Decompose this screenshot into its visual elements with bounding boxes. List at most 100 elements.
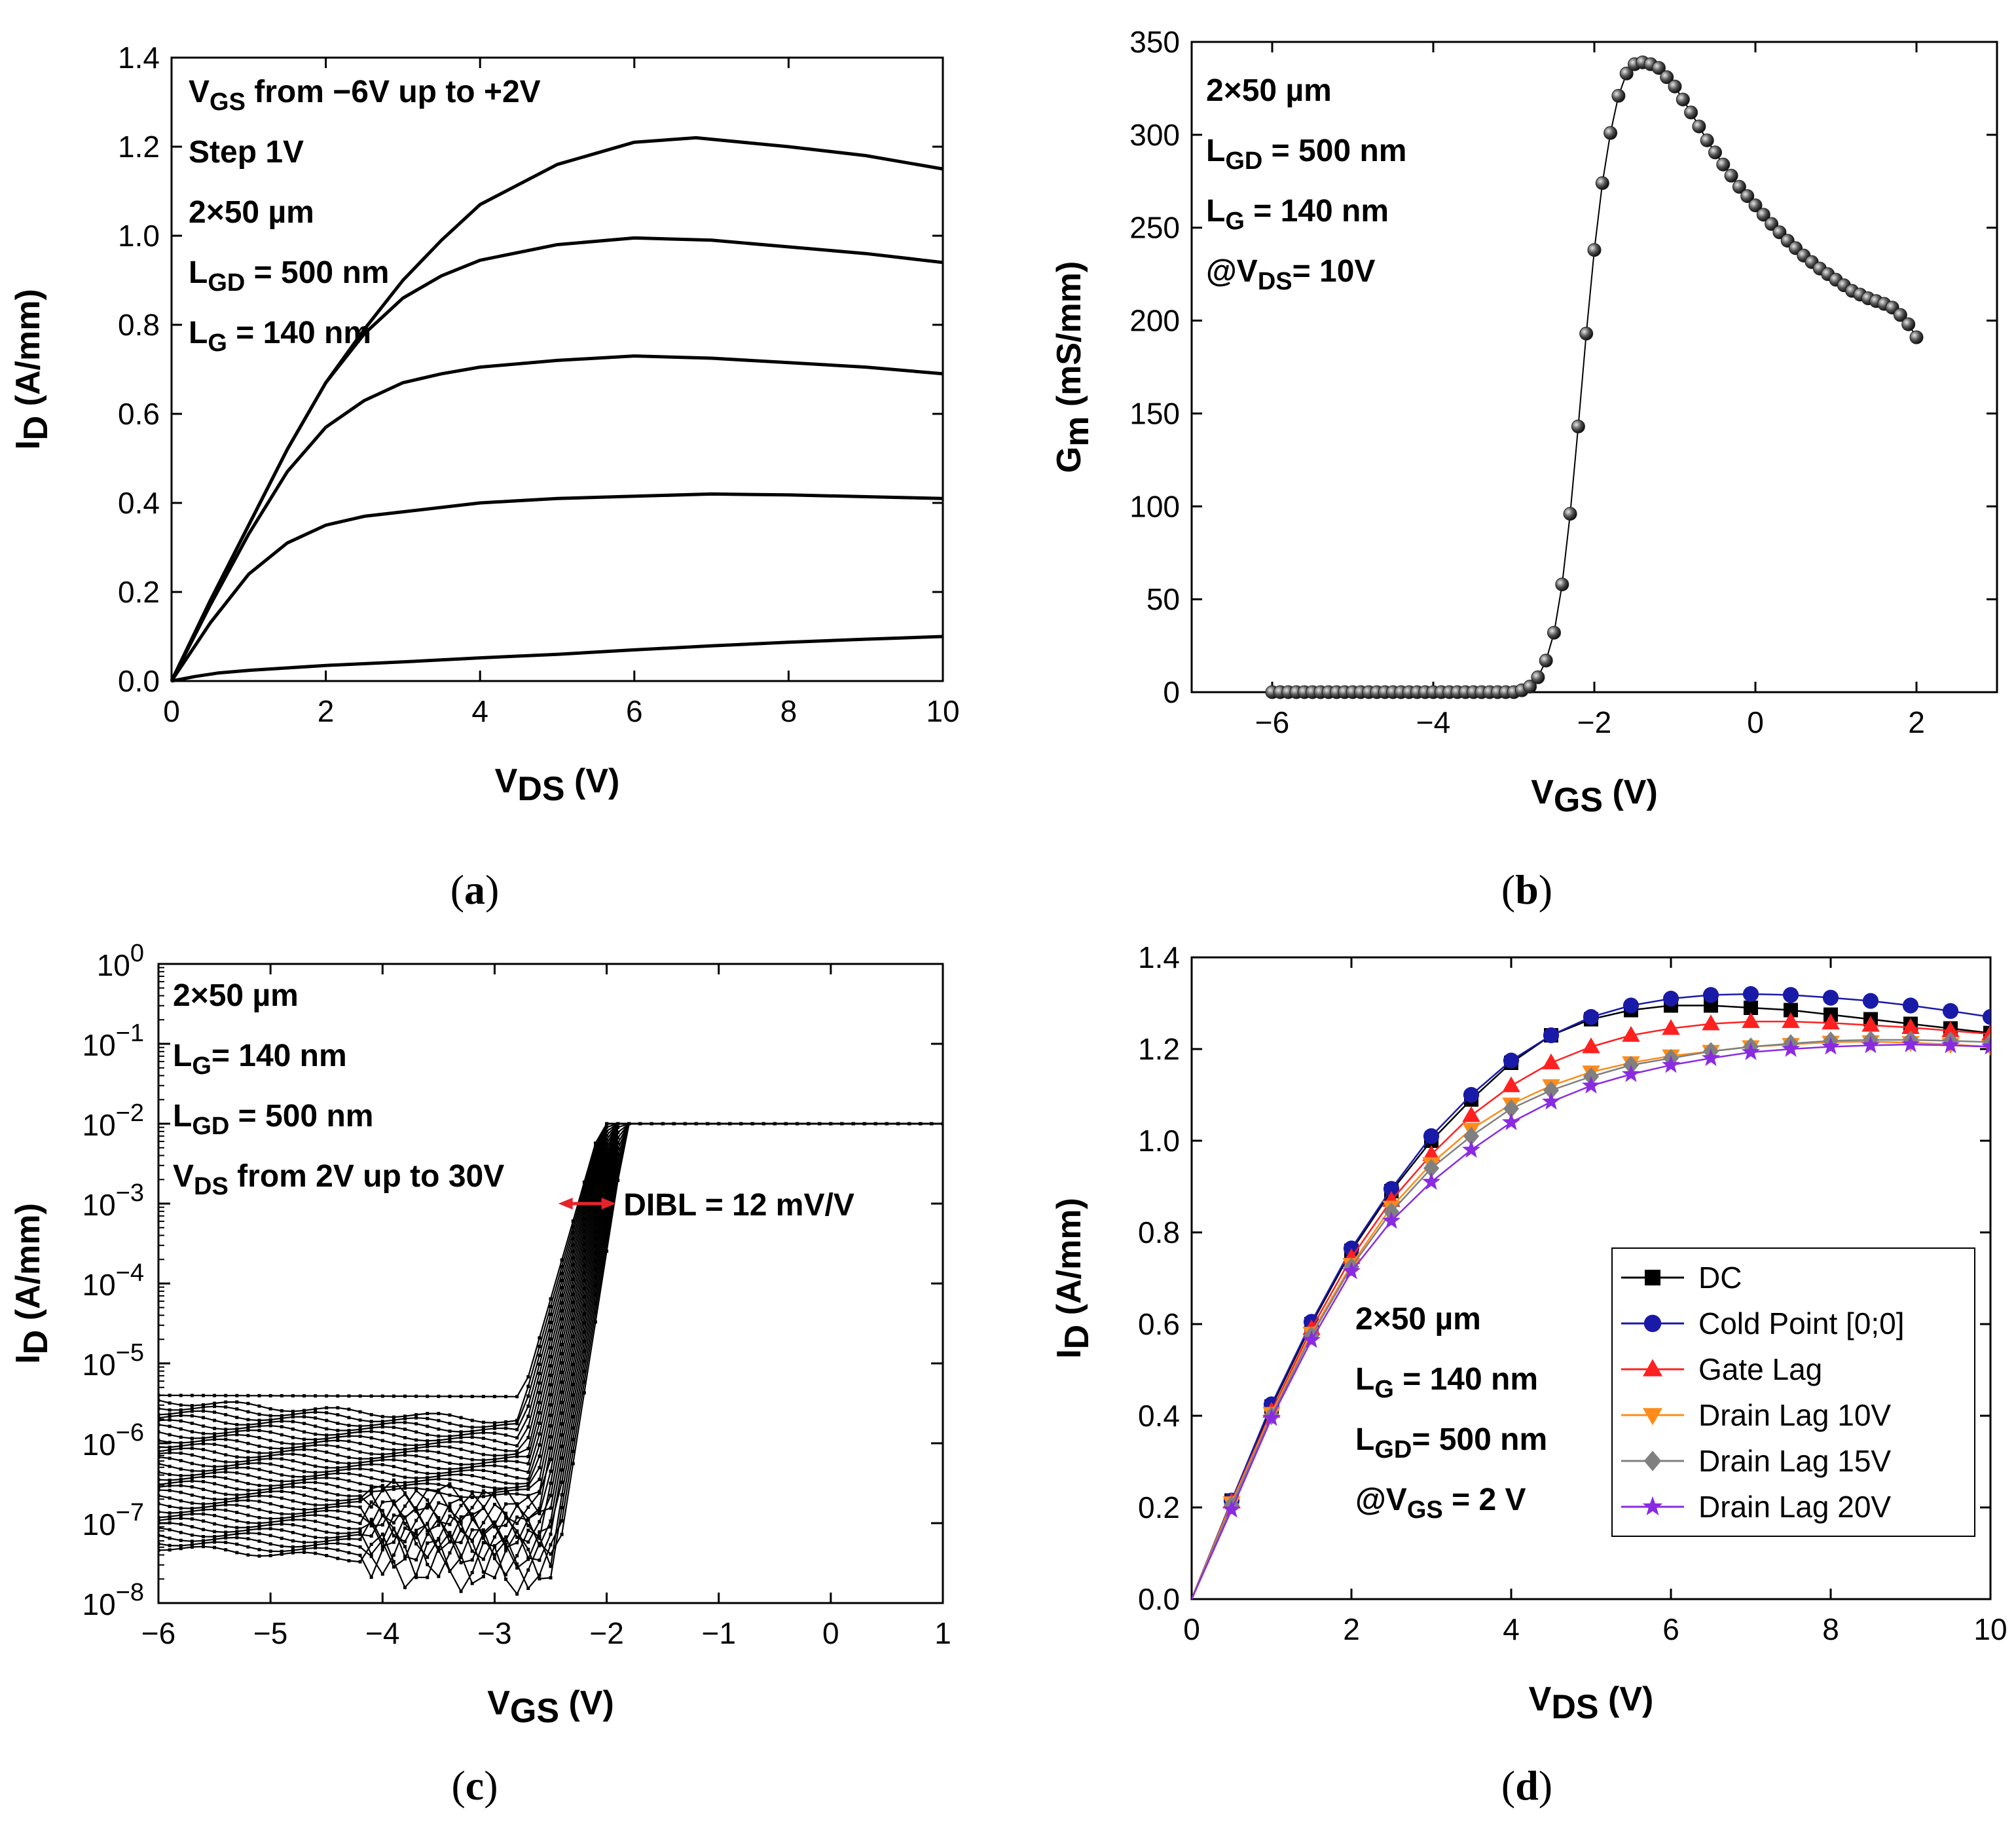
curve-point <box>616 1147 620 1151</box>
curve-point <box>380 1463 384 1467</box>
curve-point <box>369 1517 373 1521</box>
curve-point <box>347 1447 351 1451</box>
annotation-line-5-main: L <box>189 316 208 350</box>
curve-point <box>426 1478 430 1482</box>
curve-point <box>459 1435 463 1439</box>
annotation-line-3-rest: = 500 nm <box>229 1099 373 1134</box>
curve-point <box>459 1495 463 1499</box>
curve-point <box>414 1542 418 1546</box>
y-tick-base: 10 <box>82 1428 116 1462</box>
x-axis-label-main: V <box>487 1684 510 1722</box>
curve-point <box>179 1490 183 1494</box>
curve-point <box>470 1528 474 1532</box>
curve-point <box>246 1418 250 1422</box>
curve-point <box>392 1433 395 1437</box>
curve-point <box>426 1456 430 1460</box>
curve-point <box>605 1241 609 1245</box>
curve-point <box>347 1465 351 1469</box>
curve-point <box>605 1211 609 1215</box>
curve-point <box>560 1433 564 1437</box>
curve-point <box>470 1581 474 1585</box>
curve-point <box>158 1526 160 1530</box>
curve-point <box>291 1518 295 1522</box>
series-3-point <box>1941 1021 1960 1037</box>
curve-point <box>314 1519 318 1523</box>
annotation-line-1-main: 2×50 µm <box>1355 1302 1481 1337</box>
curve-point <box>246 1553 250 1557</box>
curve-point <box>616 1179 620 1183</box>
curve-point <box>538 1559 541 1562</box>
legend-marker-3 <box>1643 1359 1662 1376</box>
gm-data-point <box>1531 670 1545 684</box>
curve-point <box>380 1439 384 1443</box>
curve-point <box>257 1524 261 1528</box>
y-axis-label-rest: (mS/mm) <box>1050 261 1088 416</box>
curve-point <box>403 1459 407 1463</box>
curve-point <box>201 1464 205 1467</box>
curve-point <box>448 1569 452 1573</box>
curve-point <box>224 1503 228 1507</box>
x-tick-label: 6 <box>1662 1612 1679 1646</box>
curve-point <box>515 1541 519 1545</box>
curve-point <box>829 1122 833 1126</box>
curve-point <box>325 1427 329 1431</box>
x-axis-label-rest: (V) <box>1603 773 1658 811</box>
curve-point <box>414 1486 418 1490</box>
curve-point <box>302 1511 306 1515</box>
curve-point <box>257 1393 261 1397</box>
curve-point <box>470 1540 474 1543</box>
curve-point <box>268 1393 272 1397</box>
y-tick-base: 10 <box>82 1348 116 1382</box>
curve-point <box>325 1503 329 1507</box>
curve-point <box>582 1340 586 1344</box>
curve-point <box>526 1481 530 1485</box>
curve-point <box>538 1391 541 1395</box>
curve-point <box>201 1456 205 1460</box>
curve-point <box>403 1448 407 1452</box>
curve-point <box>158 1398 160 1402</box>
curve-point <box>448 1453 452 1457</box>
curve-point <box>582 1190 586 1194</box>
curve-point <box>504 1545 508 1549</box>
curve-point <box>347 1479 351 1483</box>
curve-point <box>302 1481 306 1485</box>
series-6-point <box>1222 1500 1241 1518</box>
curve-point <box>347 1543 351 1547</box>
curve-point <box>538 1491 541 1495</box>
curve-point <box>538 1421 541 1425</box>
curve-point <box>302 1411 306 1415</box>
curve-point <box>448 1434 452 1438</box>
series-6-point <box>1262 1408 1281 1426</box>
curve-point <box>179 1474 183 1478</box>
curve-point <box>213 1468 217 1472</box>
curve-point <box>168 1521 172 1525</box>
curve-point <box>448 1551 452 1555</box>
curve-point <box>168 1448 172 1452</box>
curve-point <box>291 1420 295 1424</box>
curve-point <box>448 1509 452 1513</box>
series-2-point <box>1702 987 1719 1003</box>
curve-point <box>347 1531 351 1535</box>
curve-point <box>582 1236 586 1240</box>
annotation-line-1: 2×50 µm <box>173 978 299 1013</box>
annotation-line-3: 2×50 µm <box>189 195 314 230</box>
curve-point <box>369 1576 373 1579</box>
curve-point <box>257 1494 261 1498</box>
curve-point <box>358 1489 362 1493</box>
curve-point <box>616 1141 620 1145</box>
curve-point <box>213 1545 217 1549</box>
curve-point <box>235 1407 239 1411</box>
curve-point <box>526 1540 530 1544</box>
curve-point <box>158 1439 160 1443</box>
curve-point <box>593 1293 597 1297</box>
curve-point <box>605 1167 609 1171</box>
curve-point <box>325 1522 329 1526</box>
curve-point <box>392 1502 395 1505</box>
curve-point <box>347 1511 351 1515</box>
curve-point <box>403 1443 407 1447</box>
curve-point <box>605 1147 609 1151</box>
curve-point <box>201 1439 205 1443</box>
curve-point <box>403 1585 407 1589</box>
curve-point <box>302 1445 306 1449</box>
curve-point <box>481 1533 485 1537</box>
